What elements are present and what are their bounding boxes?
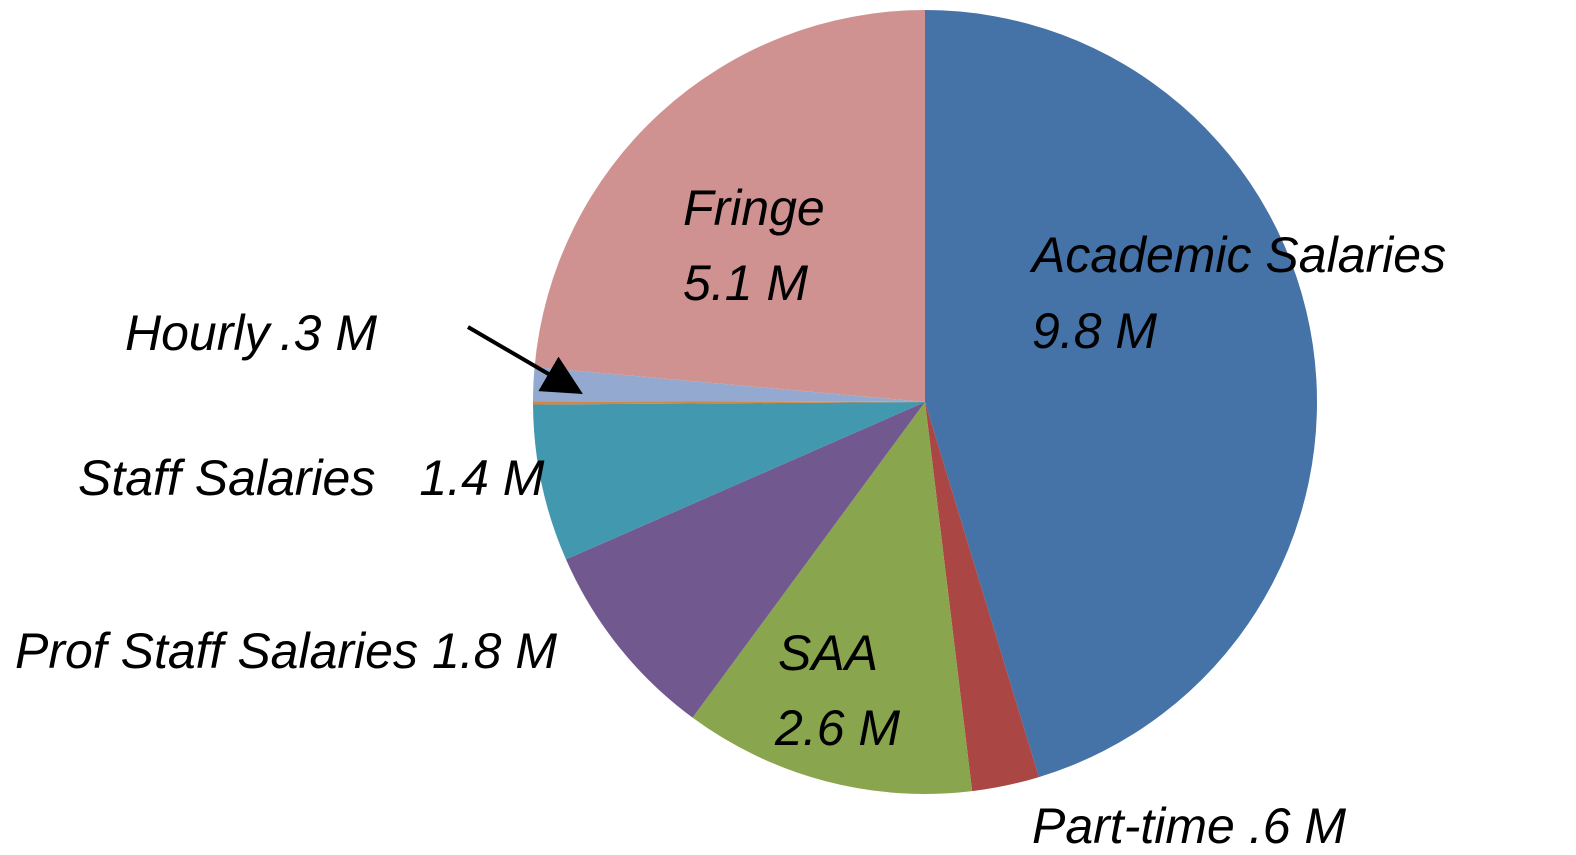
slice-category: Part-time (1032, 798, 1235, 854)
slice-category: Academic Salaries (1029, 227, 1446, 283)
pie-slice (925, 402, 1039, 792)
slice-label: Part-time .6 M (1032, 798, 1346, 854)
pie-slice (533, 367, 925, 402)
pie-slice (565, 402, 925, 718)
slice-value: 5.1 M (683, 255, 808, 311)
pie-slice (925, 10, 1317, 778)
slice-value: .3 M (280, 305, 378, 361)
slice-category: Hourly (125, 305, 272, 361)
slice-value: 1.8 M (432, 623, 557, 679)
slice-category: SAA (778, 625, 878, 681)
slice-label: Staff Salaries 1.4 M (78, 450, 545, 506)
pie-slice (692, 402, 973, 794)
pie-slice (533, 401, 925, 405)
slice-category: Fringe (683, 180, 825, 236)
pie-slice (534, 10, 925, 402)
slice-value: 2.6 M (774, 700, 900, 756)
slice-value: 9.8 M (1032, 303, 1157, 359)
labels: Academic Salaries 9.8 M Part-time .6 M SAA 2.… (15, 180, 1446, 854)
slice-value: .6 M (1249, 798, 1347, 854)
slice-value: 1.4 M (419, 450, 544, 506)
pie-slice (533, 402, 925, 560)
pie (533, 10, 1317, 794)
hourly-arrow (466, 325, 583, 395)
slice-category: Staff Salaries (78, 450, 375, 506)
slice-label: Prof Staff Salaries 1.8 M (15, 623, 557, 679)
slice-label: Hourly .3 M (125, 305, 377, 361)
slice-category: Prof Staff Salaries (15, 623, 418, 679)
